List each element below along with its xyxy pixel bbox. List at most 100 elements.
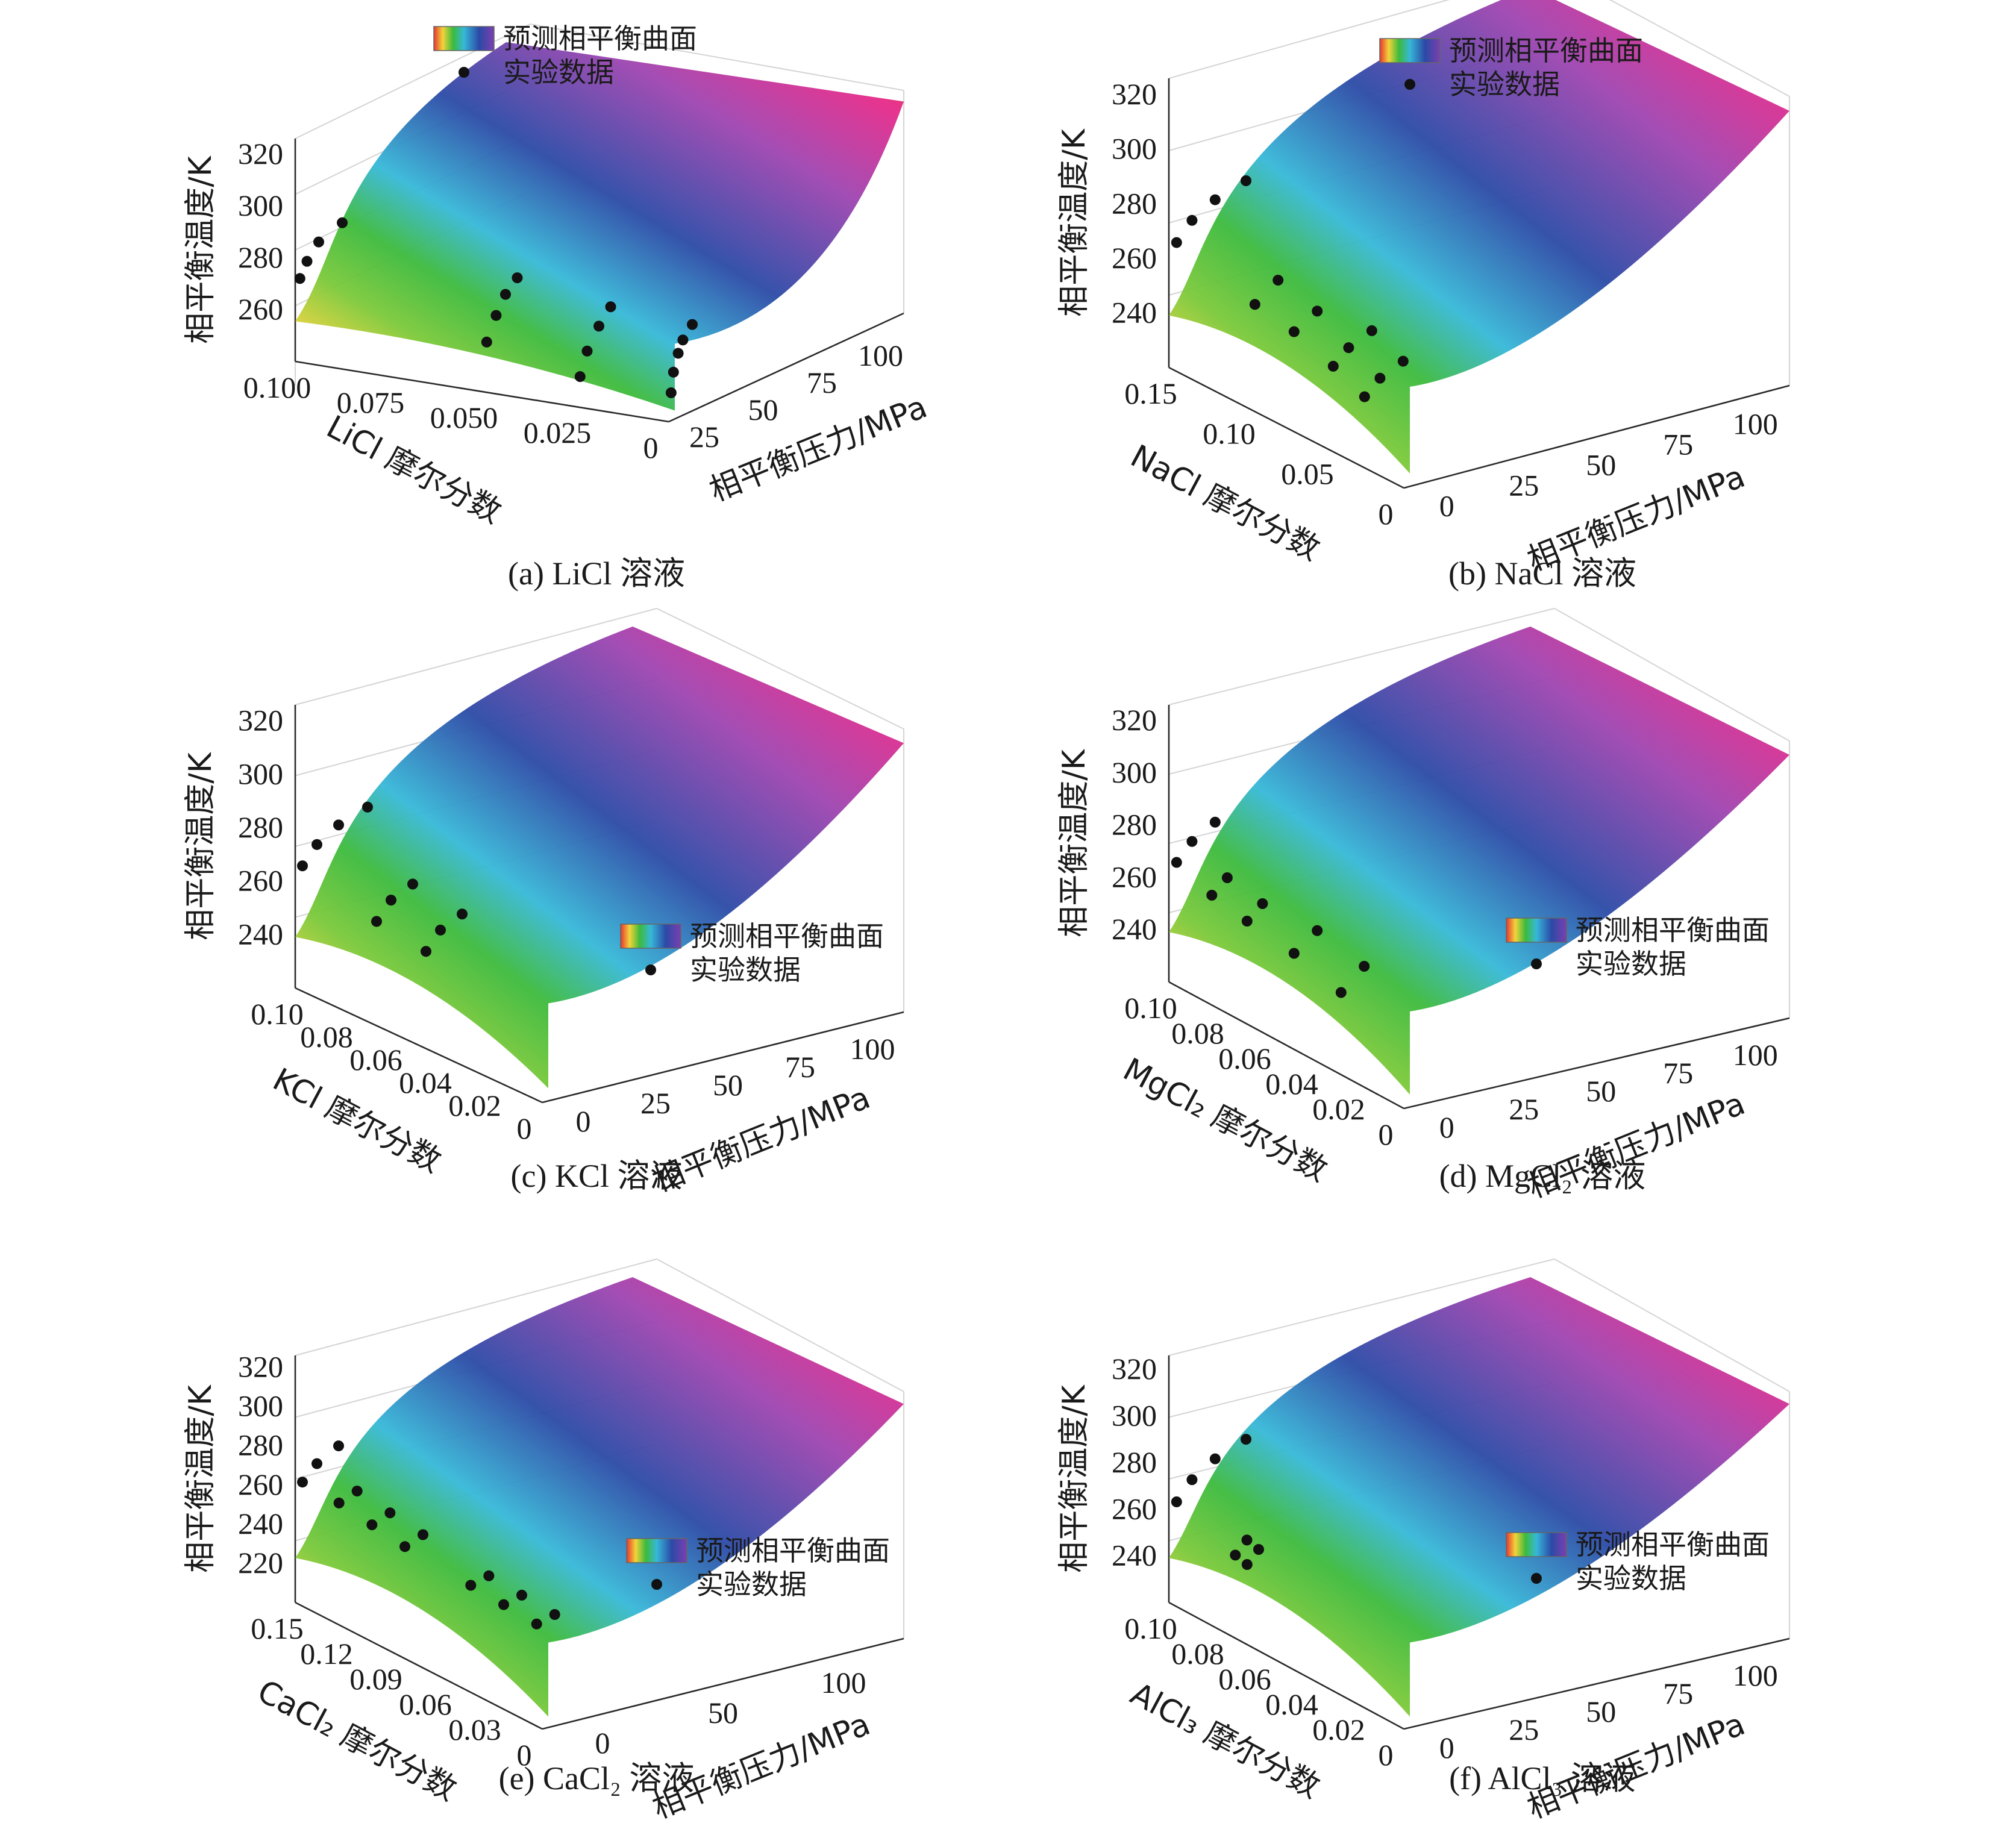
data-point: [333, 819, 344, 831]
legend-label-points: 实验数据: [1576, 948, 1686, 980]
y-tick-label: 75: [1663, 427, 1693, 461]
x-tick-label: 0.04: [399, 1066, 452, 1099]
data-point: [311, 1458, 322, 1469]
data-point: [407, 878, 418, 890]
surface-mesh: [1169, 0, 1789, 474]
y-tick-label: 0: [1439, 1731, 1454, 1765]
surface-mesh: [1169, 1277, 1789, 1717]
data-point: [1359, 391, 1370, 402]
x-axis-line: [1168, 366, 1404, 489]
data-point: [1312, 925, 1323, 936]
data-point: [1253, 1544, 1264, 1555]
legend-swatch-points: [1531, 1573, 1542, 1584]
data-point: [311, 839, 322, 850]
data-point: [313, 236, 324, 248]
z-tick-label: 300: [1112, 755, 1157, 789]
z-tick-label: 320: [1112, 703, 1157, 737]
z-axis-label: 相平衡温度/K: [1056, 1384, 1092, 1573]
y-tick-label: 0: [595, 1726, 610, 1760]
data-point: [1209, 194, 1221, 205]
data-point: [1171, 237, 1182, 248]
data-point: [531, 1618, 542, 1630]
data-point: [574, 371, 586, 383]
legend-label-surface: 预测相平衡曲面: [1449, 34, 1643, 67]
panel-caption: (c) KCl 溶液: [511, 1158, 683, 1194]
legend-swatch-surface: [433, 26, 495, 51]
y-axis-label: 相平衡压力/MPa: [704, 389, 932, 509]
x-tick-label: 0.100: [243, 370, 311, 404]
data-point: [1273, 275, 1284, 286]
z-tick-label: 280: [1112, 186, 1157, 220]
grid-line: [656, 608, 904, 730]
grid-line: [530, 23, 904, 91]
z-tick-label: 300: [238, 1389, 283, 1423]
z-tick-label: 300: [1112, 1399, 1157, 1433]
data-point: [1374, 372, 1386, 384]
z-tick-label: 260: [1112, 860, 1157, 893]
y-tick-label: 50: [748, 393, 778, 427]
data-point: [1209, 816, 1221, 828]
z-tick-label: 240: [1112, 1539, 1157, 1572]
data-point: [481, 336, 492, 348]
z-axis-label: 相平衡温度/K: [1056, 748, 1092, 937]
z-tick-label: 320: [238, 137, 283, 170]
z-tick-label: 280: [238, 240, 283, 274]
legend-swatch-surface: [1379, 38, 1441, 63]
z-tick-label: 280: [1112, 1445, 1157, 1479]
x-tick-label: 0: [1379, 497, 1394, 531]
data-point: [1343, 342, 1354, 354]
y-axis-line: [1403, 1017, 1790, 1110]
z-tick-label: 300: [238, 189, 283, 222]
x-tick-label: 0.08: [1171, 1637, 1224, 1671]
data-point: [1327, 360, 1339, 372]
x-tick-label: 0.050: [430, 401, 498, 434]
data-point: [483, 1570, 495, 1581]
legend-swatch-surface: [1506, 1532, 1567, 1557]
data-point: [1241, 1434, 1251, 1445]
data-point: [1249, 299, 1260, 310]
z-tick-label: 320: [1112, 77, 1157, 111]
data-point: [294, 273, 305, 284]
z-axis-label: 相平衡温度/K: [183, 751, 219, 940]
x-tick-label: 0.02: [448, 1089, 501, 1122]
data-point: [1241, 916, 1253, 927]
x-tick-label: 0: [517, 1111, 532, 1145]
data-point: [668, 366, 679, 378]
legend-label-points: 实验数据: [690, 954, 801, 986]
panel-a: 260 280 300 320 0.100 0.075 0.050 0.025 0 25 50 75 1…: [183, 22, 932, 592]
x-tick-label: 0.15: [1124, 377, 1177, 410]
grid-line: [1554, 608, 1790, 742]
data-point: [421, 946, 431, 957]
legend-swatch-points: [459, 67, 469, 78]
x-tick-label: 0.06: [349, 1043, 402, 1077]
y-tick-label: 50: [708, 1696, 738, 1730]
y-tick-label: 25: [1509, 1713, 1539, 1746]
legend-swatch-surface: [1506, 917, 1567, 943]
y-tick-label: 25: [689, 420, 719, 454]
z-tick-label: 280: [238, 1428, 283, 1462]
panel-caption: (f) AlCl₃ 溶液: [1449, 1760, 1636, 1796]
grid-line: [1168, 608, 1555, 705]
panel-f: 240 260 280 300 320 0.100.080.060.040.02 0 0 25 5…: [1056, 1258, 1790, 1826]
data-point: [301, 255, 313, 267]
data-point: [1221, 872, 1233, 883]
z-tick-label: 320: [238, 1350, 283, 1384]
x-tick-label: 0.15: [251, 1611, 304, 1645]
x-tick-label: 0.08: [300, 1020, 353, 1054]
data-point: [665, 387, 677, 398]
surface-mesh: [295, 1277, 904, 1717]
data-point: [1335, 987, 1347, 998]
z-tick-label: 280: [238, 810, 283, 844]
legend-label-points: 实验数据: [1576, 1562, 1686, 1595]
z-tick-label: 240: [1112, 912, 1157, 946]
z-axis-label: 相平衡温度/K: [1056, 128, 1092, 317]
x-tick-label: 0.05: [1281, 457, 1334, 490]
data-point: [1359, 961, 1370, 972]
data-point: [1241, 175, 1251, 186]
data-point: [465, 1580, 477, 1591]
z-tick-label: 260: [238, 1468, 283, 1501]
legend-swatch-points: [645, 964, 656, 975]
